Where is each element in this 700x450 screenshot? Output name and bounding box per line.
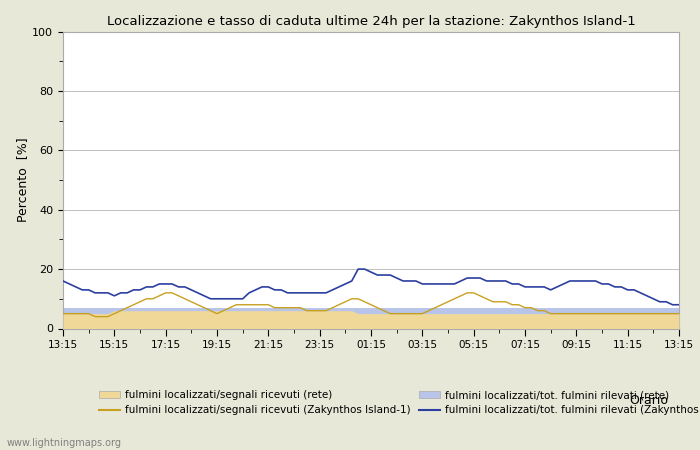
Text: Orario: Orario <box>629 394 668 407</box>
Title: Localizzazione e tasso di caduta ultime 24h per la stazione: Zakynthos Island-1: Localizzazione e tasso di caduta ultime … <box>106 14 636 27</box>
Text: www.lightningmaps.org: www.lightningmaps.org <box>7 438 122 448</box>
Y-axis label: Percento  [%]: Percento [%] <box>17 138 29 222</box>
Legend: fulmini localizzati/segnali ricevuti (rete), fulmini localizzati/segnali ricevut: fulmini localizzati/segnali ricevuti (re… <box>99 390 700 415</box>
